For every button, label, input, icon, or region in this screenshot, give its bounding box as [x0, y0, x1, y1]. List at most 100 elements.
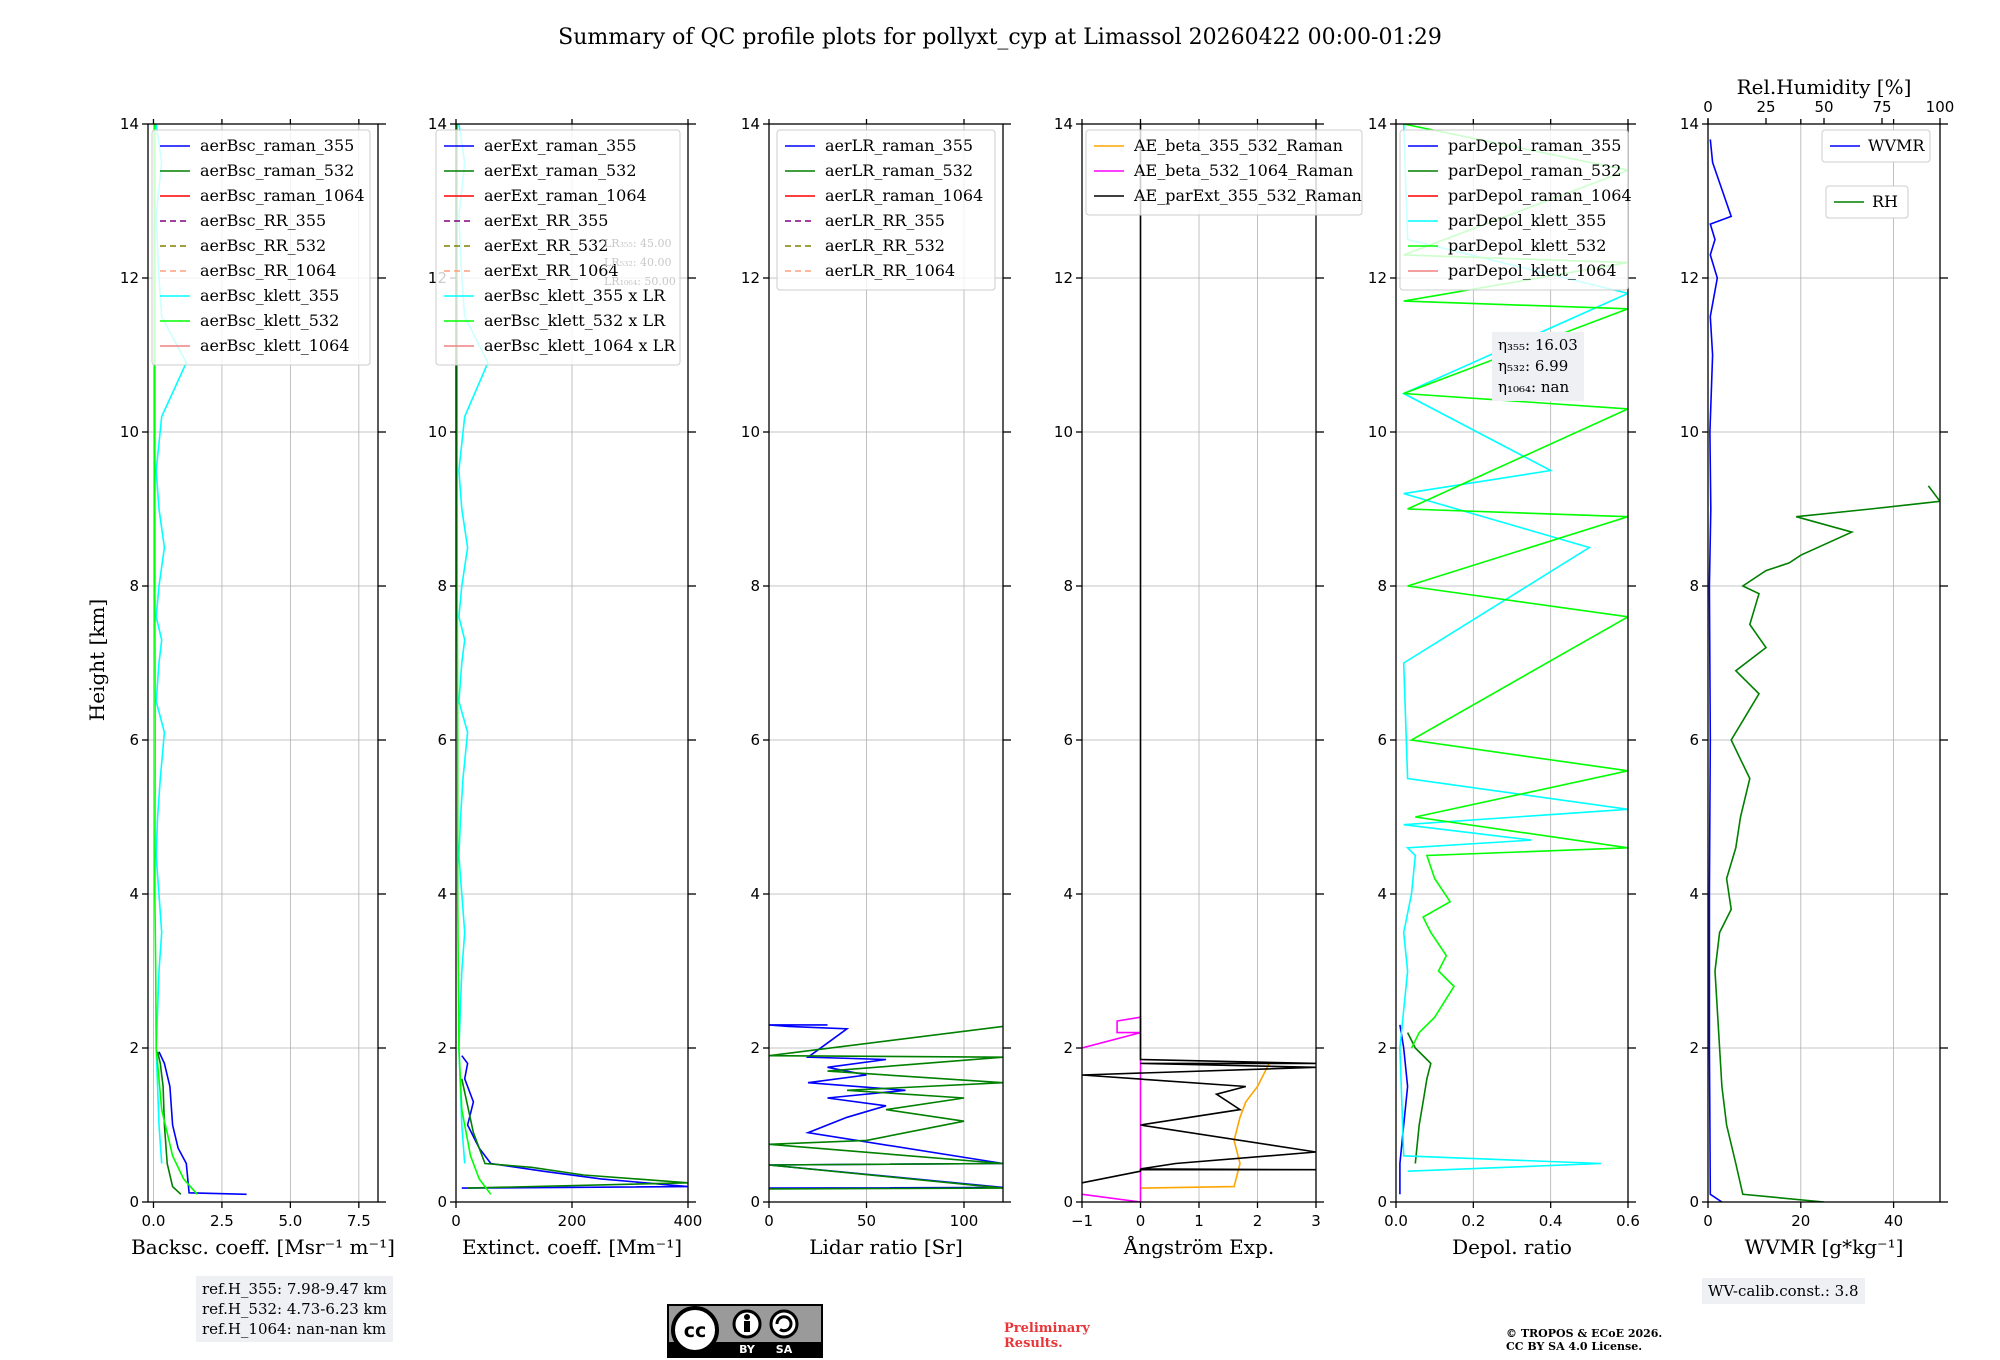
legend-label-parDepol_raman_1064: parDepol_raman_1064 [1448, 186, 1632, 205]
ytick-label-5: 10 [1368, 423, 1387, 441]
legend-label-WVMR: WVMR [1868, 136, 1925, 155]
legend-label-aerExt_raman_1064: aerExt_raman_1064 [484, 186, 647, 205]
legend-label-aerLR_raman_355: aerLR_raman_355 [825, 136, 973, 155]
wv-calibration-box: WV-calib.const.: 3.8 [1702, 1278, 1865, 1304]
legend-label-parDepol_raman_355: parDepol_raman_355 [1448, 136, 1621, 155]
legend-label-parDepol_klett_1064: parDepol_klett_1064 [1448, 261, 1617, 280]
xtick-label-0: 0.0 [1384, 1212, 1408, 1230]
series-line-aerBsc_raman_355 [158, 1051, 247, 1196]
cc-badge-graphic: cc BY SA [669, 1306, 821, 1356]
ytick-label-4: 8 [750, 577, 760, 595]
lr-532: LR₅₃₂: 40.00 [604, 256, 672, 269]
x-axis-label: Lidar ratio [Sr] [809, 1235, 963, 1259]
ytick-label-7: 14 [120, 115, 139, 133]
axes-frame [147, 123, 379, 1203]
legend: aerBsc_raman_355 aerBsc_raman_532 aerBsc_r… [151, 129, 371, 366]
xtick-label-0: 0 [764, 1212, 774, 1230]
x2tick-label-3: 75 [1872, 98, 1891, 116]
ref-height-1064: ref.H_1064: nan-nan km [202, 1320, 387, 1338]
ytick-label-5: 10 [120, 423, 139, 441]
xtick-label-3: 2 [1253, 1212, 1263, 1230]
series-line-aerBsc_klett_532 [153, 124, 198, 1195]
series-line-aerLR_raman_532 [769, 1025, 1003, 1190]
legend-label-aerLR_RR_532: aerLR_RR_532 [825, 236, 945, 255]
legend-label-aerExt_RR_1064: aerExt_RR_1064 [484, 261, 619, 280]
ytick-label-4: 8 [1377, 577, 1387, 595]
panel-2: 024681012140200400Extinct. coeff. [Mm⁻¹]… [428, 115, 702, 1259]
legend-label-parDepol_klett_355: parDepol_klett_355 [1448, 211, 1606, 230]
ytick-label-6: 12 [741, 269, 760, 287]
ytick-label-1: 2 [1063, 1039, 1073, 1057]
series-line-aerBsc_klett_532 x LR [456, 124, 492, 1195]
legend-label-aerBsc_RR_532: aerBsc_RR_532 [200, 236, 326, 255]
legend-label-RH: RH [1872, 192, 1898, 211]
legend-label-aerExt_RR_532: aerExt_RR_532 [484, 236, 608, 255]
ytick-label-2: 4 [1689, 885, 1699, 903]
copyright-line-1: © TROPOS & ECoE 2026. [1506, 1327, 1663, 1340]
ytick-label-1: 2 [129, 1039, 139, 1057]
ytick-label-6: 12 [1368, 269, 1387, 287]
xtick-label-0: 0 [1703, 1212, 1713, 1230]
ytick-label-4: 8 [1689, 577, 1699, 595]
ytick-label-7: 14 [741, 115, 760, 133]
series-line-parDepol_raman_355 [1399, 1024, 1409, 1195]
ytick-label-0: 0 [129, 1193, 139, 1211]
xtick-label-0: 0 [451, 1212, 461, 1230]
ytick-label-5: 10 [1054, 423, 1073, 441]
legend-label-parDepol_raman_532: parDepol_raman_532 [1448, 161, 1621, 180]
ytick-label-0: 0 [1689, 1193, 1699, 1211]
ytick-label-0: 0 [437, 1193, 447, 1211]
sa-label: SA [776, 1343, 793, 1356]
ytick-label-7: 14 [1680, 115, 1699, 133]
ytick-label-7: 14 [1054, 115, 1073, 133]
x2tick-label-2: 50 [1814, 98, 1833, 116]
xtick-label-2: 100 [950, 1212, 979, 1230]
ytick-label-2: 4 [1063, 885, 1073, 903]
x-axis-label: Backsc. coeff. [Msr⁻¹ m⁻¹] [131, 1235, 395, 1259]
legend-label-aerBsc_RR_355: aerBsc_RR_355 [200, 211, 326, 230]
preliminary-line-1: Preliminary [1004, 1321, 1090, 1336]
legend-label-AE_parExt_355_532_Raman: AE_parExt_355_532_Raman [1133, 186, 1362, 205]
series-line-AE_beta_355_532_Raman [1140, 1063, 1270, 1189]
series-line-aerExt_raman_532 [461, 1078, 688, 1189]
xtick-label-1: 2.5 [210, 1212, 234, 1230]
xtick-label-2: 400 [674, 1212, 703, 1230]
xtick-label-2: 1 [1194, 1212, 1204, 1230]
eta-355: η₃₅₅: 16.03 [1498, 336, 1578, 354]
wv-calibration-text: WV-calib.const.: 3.8 [1708, 1282, 1859, 1300]
xtick-label-2: 0.4 [1539, 1212, 1563, 1230]
copyright-note: © TROPOS & ECoE 2026. CC BY SA 4.0 Licen… [1506, 1327, 1662, 1353]
legend-label-aerBsc_klett_1064: aerBsc_klett_1064 [200, 336, 349, 355]
preliminary-results-note: Preliminary Results. [1004, 1321, 1090, 1351]
legend-label-parDepol_klett_532: parDepol_klett_532 [1448, 236, 1606, 255]
xtick-label-0: 0.0 [142, 1212, 166, 1230]
xtick-label-4: 3 [1311, 1212, 1321, 1230]
series-line-parDepol_raman_532 [1406, 1032, 1432, 1164]
ytick-label-3: 6 [1063, 731, 1073, 749]
by-label: BY [739, 1343, 756, 1356]
x-axis-label: Extinct. coeff. [Mm⁻¹] [462, 1235, 682, 1259]
legend-label-aerBsc_klett_532: aerBsc_klett_532 [200, 311, 339, 330]
ytick-label-1: 2 [750, 1039, 760, 1057]
xtick-label-1: 20 [1791, 1212, 1810, 1230]
legend-label-aerBsc_klett_355 x LR: aerBsc_klett_355 x LR [484, 286, 666, 305]
legend-label-aerBsc_raman_1064: aerBsc_raman_1064 [200, 186, 365, 205]
legend-label-aerLR_RR_1064: aerLR_RR_1064 [825, 261, 955, 280]
eta-box: η₃₅₅: 16.03 η₅₃₂: 6.99 η₁₀₆₄: nan [1492, 332, 1584, 401]
series-line-parDepol_klett_355 [1399, 124, 1628, 1172]
legend-label-aerExt_raman_355: aerExt_raman_355 [484, 136, 637, 155]
xtick-label-1: 0 [1136, 1212, 1146, 1230]
legend-rh: RH [1825, 185, 1909, 219]
ytick-label-3: 6 [129, 731, 139, 749]
ytick-label-6: 12 [1054, 269, 1073, 287]
ytick-label-3: 6 [1689, 731, 1699, 749]
ytick-label-3: 6 [437, 731, 447, 749]
xtick-label-2: 5.0 [278, 1212, 302, 1230]
eta-532: η₅₃₂: 6.99 [1498, 357, 1569, 375]
ytick-label-6: 12 [1680, 269, 1699, 287]
xtick-label-0: −1 [1071, 1212, 1093, 1230]
